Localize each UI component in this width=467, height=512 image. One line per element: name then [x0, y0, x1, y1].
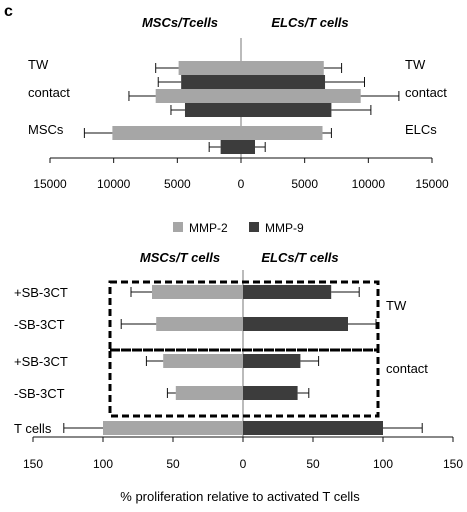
top-x-tick-label: 10000: [97, 177, 131, 191]
top-bar-left-mmp9-2: [220, 140, 241, 154]
legend-label-mmp9: MMP-9: [265, 221, 304, 235]
top-bar-right-mmp9-2: [241, 140, 256, 154]
bottom-bar-right-2: [243, 354, 301, 368]
bottom-bar-right-3: [243, 386, 298, 400]
bottom-x-tick-label: 0: [240, 457, 247, 471]
legend-swatch-mmp9: [249, 222, 259, 232]
bottom-bar-left-3: [175, 386, 243, 400]
bottom-x-axis-label: % proliferation relative to activated T …: [120, 489, 360, 504]
top-x-tick-label: 5000: [164, 177, 191, 191]
top-bar-right-mmp9-1: [241, 103, 332, 117]
bottom-row-label: -SB-3CT: [14, 317, 65, 332]
top-row-label-left: contact: [28, 85, 70, 100]
group-label-tw: TW: [386, 298, 407, 313]
top-x-tick-label: 15000: [415, 177, 449, 191]
top-bar-left-mmp9-0: [181, 75, 241, 89]
panel-label: c: [4, 3, 13, 20]
top-x-tick-label: 10000: [352, 177, 386, 191]
bottom-row-label: +SB-3CT: [14, 285, 68, 300]
top-row-label-left: TW: [28, 57, 49, 72]
group-box-tw: [108, 280, 380, 352]
bottom-header-left: MSCs/T cells: [140, 250, 220, 265]
bottom-row-label: -SB-3CT: [14, 386, 65, 401]
top-header-left: MSCs/Tcells: [142, 15, 218, 30]
legend: MMP-2 MMP-9: [173, 221, 304, 235]
legend-swatch-mmp2: [173, 222, 183, 232]
top-x-tick-label: 15000: [33, 177, 67, 191]
bottom-row-label: +SB-3CT: [14, 354, 68, 369]
top-row-label-left: MSCs: [28, 122, 64, 137]
bottom-row-label: T cells: [14, 421, 52, 436]
bottom-bar-left-4: [103, 421, 243, 435]
top-bar-right-mmp2-2: [241, 126, 323, 140]
top-bar-right-mmp9-0: [241, 75, 326, 89]
top-bar-right-mmp2-1: [241, 89, 361, 103]
bottom-bar-right-4: [243, 421, 383, 435]
top-bar-right-mmp2-0: [241, 61, 324, 75]
top-row-label-right: contact: [405, 85, 447, 100]
top-bar-left-mmp2-1: [155, 89, 241, 103]
top-row-label-right: TW: [405, 57, 426, 72]
bottom-x-tick-label: 100: [373, 457, 393, 471]
top-bar-left-mmp2-2: [112, 126, 241, 140]
bottom-x-tick-label: 100: [93, 457, 113, 471]
top-x-tick-label: 0: [238, 177, 245, 191]
legend-label-mmp2: MMP-2: [189, 221, 228, 235]
bottom-x-tick-label: 50: [166, 457, 180, 471]
bottom-bar-left-1: [156, 317, 243, 331]
bottom-bar-right-1: [243, 317, 348, 331]
bottom-header-right: ELCs/T cells: [261, 250, 338, 265]
bottom-x-tick-label: 150: [23, 457, 43, 471]
top-row-label-right: ELCs: [405, 122, 437, 137]
bottom-bar-right-0: [243, 285, 332, 299]
top-x-tick-label: 5000: [291, 177, 318, 191]
top-bar-left-mmp9-1: [184, 103, 241, 117]
group-label-contact: contact: [386, 361, 428, 376]
top-header-right: ELCs/T cells: [271, 15, 348, 30]
bottom-bar-left-2: [163, 354, 243, 368]
bottom-bar-left-0: [152, 285, 243, 299]
group-box-contact: [108, 348, 380, 418]
bottom-x-tick-label: 50: [306, 457, 320, 471]
top-chart: TW contact MSCs TW contact ELCs 15000 10000 5000…: [28, 38, 449, 191]
bottom-x-tick-label: 150: [443, 457, 463, 471]
top-bar-left-mmp2-0: [178, 61, 241, 75]
bottom-chart: +SB-3CT -SB-3CT +SB-3CT -SB-3CT T cells 150 10…: [14, 270, 463, 471]
